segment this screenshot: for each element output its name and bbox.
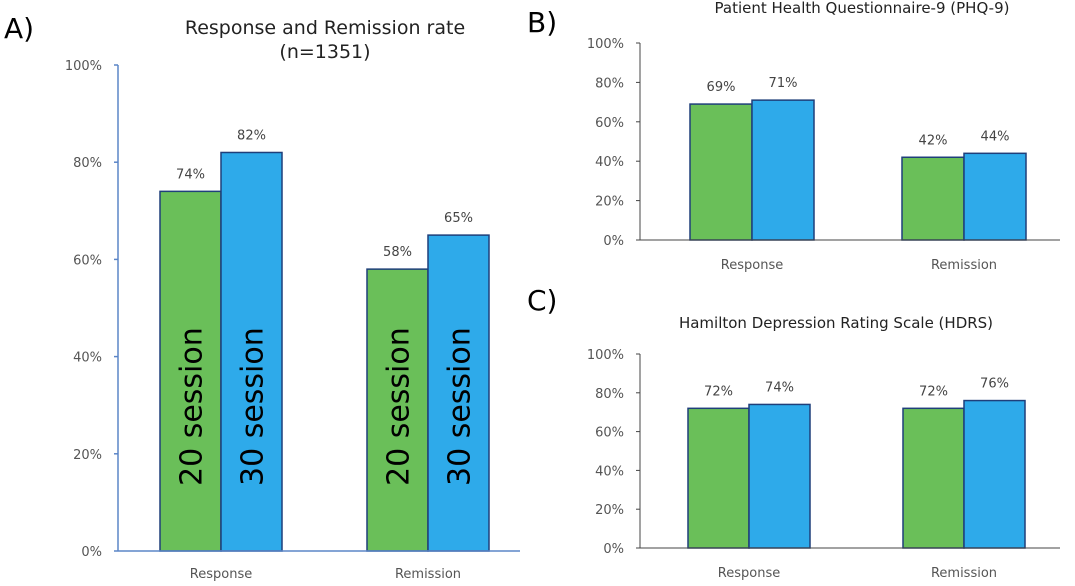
data-label: 74% bbox=[765, 380, 794, 395]
category-label: Response bbox=[190, 567, 252, 582]
y-tick-label: 20% bbox=[73, 448, 102, 463]
y-tick-label: 80% bbox=[595, 387, 624, 402]
y-tick-label: 40% bbox=[595, 155, 624, 170]
bar-series-label: 30 session bbox=[443, 327, 478, 486]
chart-a: Response and Remission rate(n=1351) 0% 20%… bbox=[65, 17, 520, 582]
y-tick-label: 20% bbox=[595, 195, 624, 210]
y-tick-label: 80% bbox=[73, 156, 102, 171]
y-tick-label: 0% bbox=[603, 234, 624, 249]
data-label: 82% bbox=[237, 128, 266, 143]
data-label: 71% bbox=[769, 76, 798, 91]
panel-letter-b: B) bbox=[527, 6, 557, 39]
y-tick-label: 60% bbox=[73, 253, 102, 268]
y-tick-label: 80% bbox=[595, 76, 624, 91]
chart-title: Response and Remission rate bbox=[185, 17, 465, 39]
y-tick-label: 0% bbox=[81, 545, 102, 560]
panel-letter-a: A) bbox=[4, 12, 34, 45]
data-label: 72% bbox=[704, 384, 733, 399]
y-tick-label: 60% bbox=[595, 426, 624, 441]
data-label: 69% bbox=[707, 80, 736, 95]
y-tick-label: 40% bbox=[595, 464, 624, 479]
bar-series-label: 30 session bbox=[236, 327, 271, 486]
bar-remission-1 bbox=[427, 234, 490, 552]
y-tick-label: 60% bbox=[595, 116, 624, 131]
bar-response-1 bbox=[220, 151, 283, 552]
bar-series-label: 20 session bbox=[382, 327, 417, 486]
y-tick-label: 20% bbox=[595, 503, 624, 518]
chart-title: Patient Health Questionnaire-9 (PHQ-9) bbox=[715, 0, 1010, 17]
category-label: Remission bbox=[931, 258, 997, 273]
bar-response-1 bbox=[751, 99, 815, 241]
chart-b: Patient Health Questionnaire-9 (PHQ-9) 0%… bbox=[587, 0, 1060, 273]
bar-response-0 bbox=[687, 407, 750, 549]
bar-remission-0 bbox=[902, 407, 965, 549]
chart-c: Hamilton Depression Rating Scale (HDRS) 0… bbox=[587, 314, 1060, 581]
data-label: 76% bbox=[980, 377, 1009, 392]
data-label: 65% bbox=[444, 211, 473, 226]
data-label: 58% bbox=[383, 245, 412, 260]
chart-title: Hamilton Depression Rating Scale (HDRS) bbox=[679, 314, 993, 332]
data-label: 44% bbox=[981, 129, 1010, 144]
bar-series-label: 20 session bbox=[175, 327, 210, 486]
category-label: Response bbox=[718, 566, 780, 581]
panel-letter-c: C) bbox=[527, 284, 557, 317]
category-label: Response bbox=[721, 258, 783, 273]
category-label: Remission bbox=[395, 567, 461, 582]
data-label: 74% bbox=[176, 167, 205, 182]
bar-remission-1 bbox=[963, 152, 1027, 241]
bar-response-0 bbox=[689, 103, 753, 241]
data-label: 42% bbox=[919, 133, 948, 148]
y-tick-label: 100% bbox=[587, 37, 624, 52]
data-label: 72% bbox=[919, 384, 948, 399]
bar-remission-0 bbox=[901, 156, 965, 241]
bar-response-1 bbox=[748, 403, 811, 549]
y-tick-label: 40% bbox=[73, 351, 102, 366]
category-label: Remission bbox=[931, 566, 997, 581]
bar-remission-1 bbox=[963, 399, 1026, 549]
y-tick-label: 100% bbox=[65, 59, 102, 74]
y-tick-label: 100% bbox=[587, 348, 624, 363]
y-tick-label: 0% bbox=[603, 542, 624, 557]
chart-subtitle: (n=1351) bbox=[279, 41, 370, 63]
